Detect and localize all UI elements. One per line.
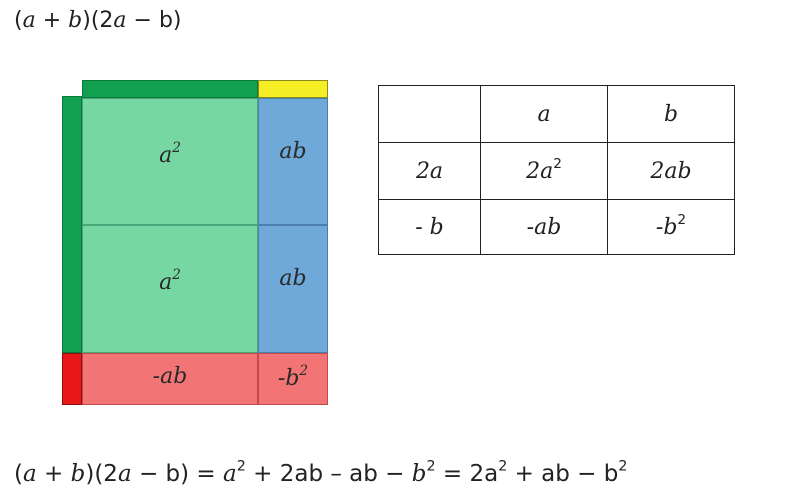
grid-cell: 2ab <box>607 142 735 200</box>
cell-label: a2 <box>159 139 181 168</box>
expression-title: (a + b)(2a − b) <box>14 8 182 33</box>
top-strip-b <box>258 80 328 98</box>
cell-label: ab <box>279 139 307 164</box>
grid-header-a: a <box>480 85 608 143</box>
top-strip-a <box>82 80 258 98</box>
cell-ab-top: ab <box>258 98 328 225</box>
cell-label: -b2 <box>277 362 309 391</box>
cell-label: -ab <box>152 364 188 389</box>
cell-minus-b-squared: -b2 <box>258 353 328 405</box>
grid-row-2a: 2a 2a2 2ab <box>378 142 735 200</box>
cell-label: a2 <box>159 266 181 295</box>
cell-ab-bottom: ab <box>258 225 328 353</box>
cell-a-squared-bottom: a2 <box>82 225 258 353</box>
grid-row-minus-b: - b -ab -b2 <box>378 199 735 255</box>
cell-label: ab <box>279 266 307 291</box>
grid-cell: -b2 <box>607 199 735 255</box>
left-strip-minus-b <box>62 353 82 405</box>
left-strip-2a <box>62 96 82 353</box>
cell-a-squared-top: a2 <box>82 98 258 225</box>
grid-row-label: 2a <box>378 142 481 200</box>
grid-corner-cell <box>378 85 481 143</box>
multiplication-grid: a b 2a 2a2 2ab - b -ab -b2 <box>378 85 735 255</box>
grid-header-row: a b <box>378 85 735 143</box>
grid-cell: -ab <box>480 199 608 255</box>
grid-row-label: - b <box>378 199 481 255</box>
cell-minus-ab: -ab <box>82 353 258 405</box>
expanded-equation: (a + b)(2a − b) = a2 + 2ab – ab − b2 = 2… <box>14 458 628 487</box>
grid-header-b: b <box>607 85 735 143</box>
grid-cell: 2a2 <box>480 142 608 200</box>
